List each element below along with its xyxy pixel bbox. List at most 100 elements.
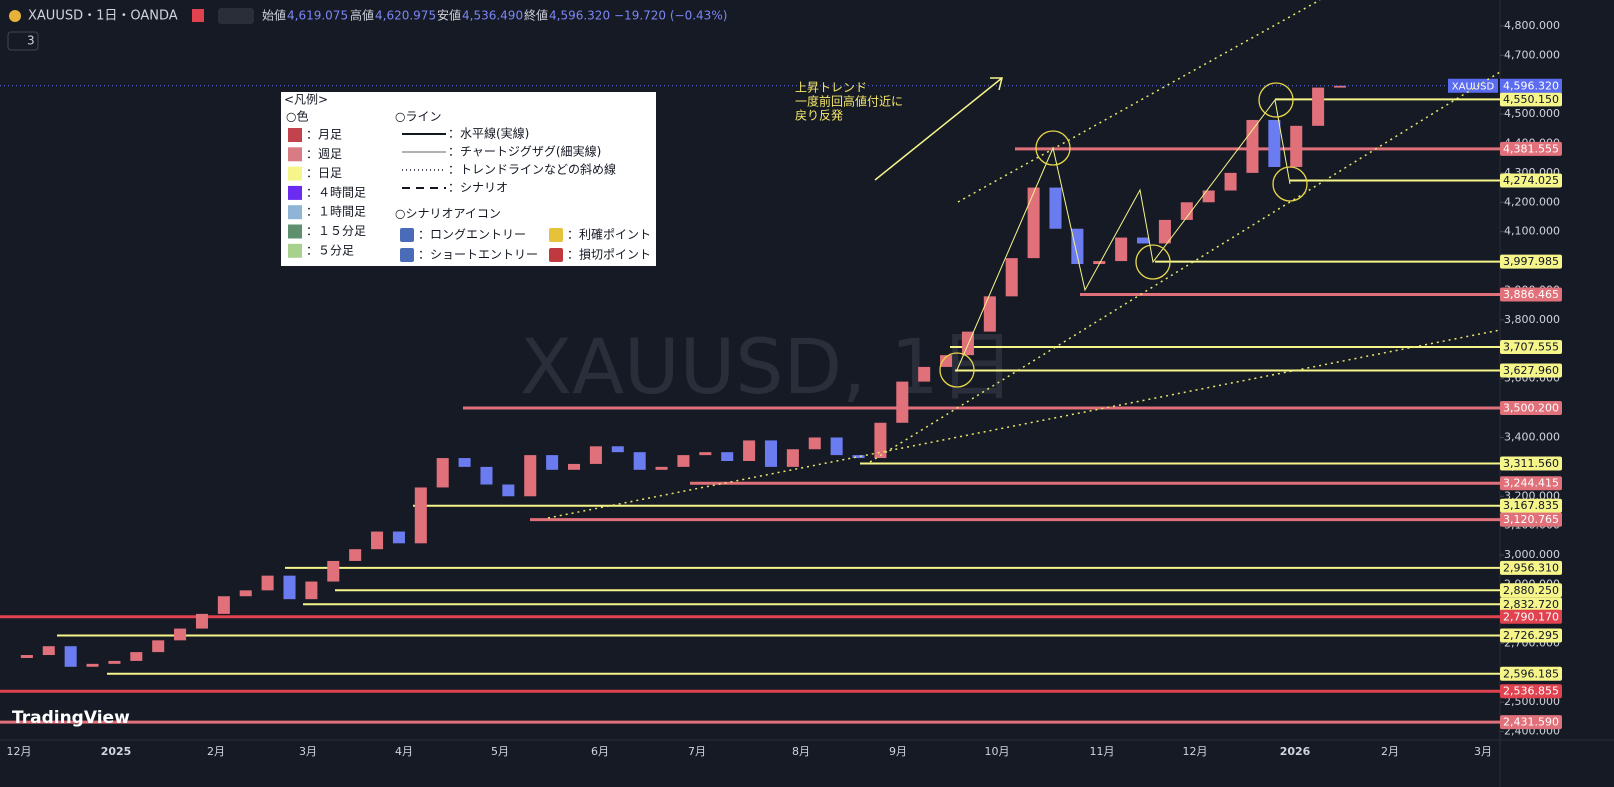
high: 4,620.975 [375,9,436,23]
level-tag [1500,628,1562,643]
candle [699,452,712,456]
legend-swatch [288,166,302,181]
watermark: XAUUSD, 1日 [520,322,1015,411]
level-label: 3,886.465 [1503,288,1559,301]
x-tick-label: 4月 [395,745,413,758]
low: 4,536.490 [462,9,523,23]
level-tag [1500,287,1562,302]
candle [808,437,821,450]
close-label: 終値 [524,8,548,23]
x-tick-label: 8月 [792,745,810,758]
level-label: 3,707.555 [1503,341,1559,354]
level-tag [1500,498,1562,513]
level-tag [1500,666,1562,681]
annotation: 上昇トレンド [795,81,867,95]
candle [1071,228,1084,265]
arrow-head [990,77,1003,91]
legend-label: ：ショートエントリー [418,248,538,262]
legend-swatch [288,147,302,162]
candle [458,458,471,467]
level-label: 3,120.765 [1503,513,1559,526]
x-tick-label: 9月 [889,745,907,758]
candle [721,452,734,461]
level-label: 2,536.855 [1503,685,1559,698]
candle [743,440,756,461]
level-tag [1500,254,1562,269]
annotation: 一度前回高値付近に [795,94,903,109]
legend-label: ：トレンドラインなどの斜め線 [448,162,616,177]
candle [261,575,274,591]
legend: <凡例> ○色 ：月足 ：週足 ：日足 ：４時間足 ：１時間足 ：１５分足 ：５分足 ○ライン ：水… [281,92,656,266]
low-label: 安値 [437,8,461,23]
symbol-icon [9,10,21,22]
candle [1049,187,1062,229]
x-tick-label: 2月 [1381,745,1399,758]
circles [939,82,1308,388]
open: 4,619.075 [287,9,348,23]
candle [1115,237,1128,262]
candle [852,455,865,459]
x-tick-label: 2025 [101,745,132,758]
level-label: 2,880.250 [1503,584,1559,597]
legend-title: <凡例> [284,93,328,107]
y-tick-label: 4,100.000 [1504,225,1560,238]
candle [983,296,996,332]
candle [1158,219,1171,244]
candle [546,455,559,470]
candle [655,466,668,470]
level-tag [1500,560,1562,575]
toggle[interactable] [218,8,254,24]
level-tag [1500,684,1562,699]
level-tag [1500,141,1562,156]
legend-label: ：日足 [306,166,342,180]
annotation: 戻り反発 [795,109,843,123]
level-tag [1500,92,1562,107]
x-tick-label: 2月 [207,745,225,758]
legend-label: ：ロングエントリー [418,228,526,242]
legend-section: ○ライン [395,110,441,124]
legend-label: ：週足 [306,147,342,161]
legend-label: ：チャートジグザグ(細実線) [448,144,601,159]
legend-icon [400,228,414,242]
legend-icon [549,228,563,242]
level-tag [1500,173,1562,188]
level-label: 3,500.200 [1503,402,1559,415]
indicator-toggle[interactable] [7,31,39,51]
logo: TradingView [12,708,130,728]
x-tick-label: 10月 [985,745,1010,758]
change: −19.720 (−0.43%) [614,9,727,23]
candle [195,613,208,629]
candle [86,663,99,667]
legend-section: ○色 [286,110,308,124]
level-tag [1500,512,1562,527]
candle [1224,172,1237,191]
candle [1180,202,1193,220]
level-label: 2,832.720 [1503,598,1559,611]
candle [480,466,493,485]
level-label: 4,550.150 [1503,93,1559,106]
candle [349,549,362,561]
candle [1312,87,1325,126]
x-tick-label: 11月 [1090,745,1115,758]
candle [896,381,909,423]
y-tick-label: 4,800.000 [1504,19,1560,32]
y-tick-label: 4,500.000 [1504,107,1560,120]
x-tick-label: 12月 [1183,745,1208,758]
current-name-tag [1448,78,1498,93]
high-label: 高値 [350,8,374,23]
legend-label: ：損切ポイント [567,247,651,262]
close: 4,596.320 [549,9,610,23]
symbol: XAUUSD・1日・OANDA [28,9,178,24]
x-tick-label: 5月 [491,745,509,758]
legend-icon [400,248,414,262]
legend-label: ：５分足 [306,243,354,257]
y-tick-label: 3,000.000 [1504,548,1560,561]
legend-swatch [288,128,302,142]
candle [436,458,449,488]
x-tick-label: 2026 [1280,745,1311,758]
x-tick-label: 3月 [299,745,317,758]
level-label: 3,311.560 [1503,457,1559,470]
candle [1333,85,1347,88]
flag[interactable] [192,9,204,22]
